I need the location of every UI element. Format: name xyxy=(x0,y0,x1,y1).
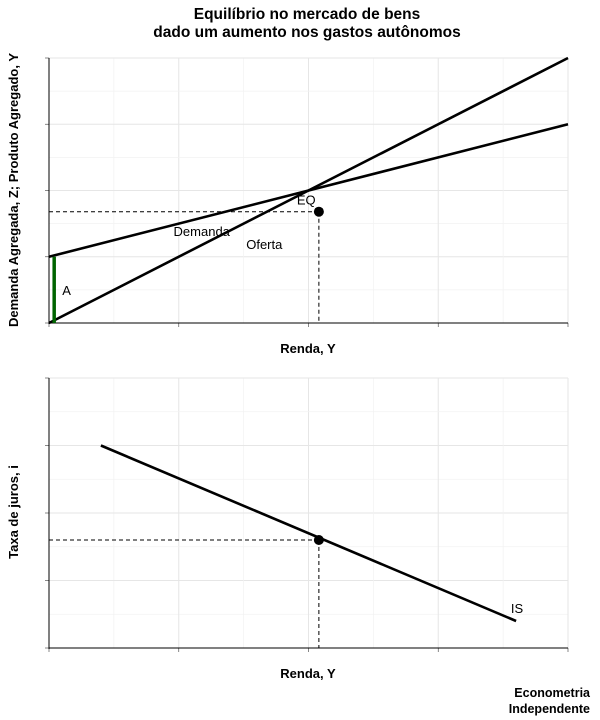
chart-title-line1: Equilíbrio no mercado de bens xyxy=(194,6,421,23)
bottom-y-axis-title: Taxa de juros, i xyxy=(6,465,21,559)
top-series-oferta xyxy=(48,56,569,325)
caption-line2: Independente xyxy=(509,702,590,716)
caption-line1: Econometria xyxy=(514,686,591,700)
bottom-x-axis-title: Renda, Y xyxy=(280,666,336,681)
chart-title-line2: dado um aumento nos gastos autônomos xyxy=(153,24,460,41)
top-panel: A EQ Demanda Oferta Renda, Y Demanda Agrega… xyxy=(6,53,569,356)
bottom-marks: IS xyxy=(49,444,524,648)
series-label-is: IS xyxy=(511,601,524,616)
top-x-axis-title: Renda, Y xyxy=(280,341,336,356)
bottom-equilibrium-point xyxy=(313,535,324,545)
bottom-series-is xyxy=(100,444,517,623)
equilibrium-label: EQ xyxy=(297,193,316,208)
top-marks: A EQ Demanda Oferta xyxy=(48,56,569,325)
top-grid xyxy=(48,57,569,324)
series-label-oferta: Oferta xyxy=(246,237,283,252)
top-y-axis-title: Demanda Agregada, Z; Produto Agregado, Y xyxy=(6,53,21,327)
autonomous-spending-label: A xyxy=(62,283,71,298)
bottom-grid xyxy=(48,377,569,649)
top-equilibrium-point xyxy=(313,206,324,217)
bottom-panel: IS Renda, Y Taxa de juros, i xyxy=(6,377,569,681)
series-label-demanda: Demanda xyxy=(174,224,231,239)
